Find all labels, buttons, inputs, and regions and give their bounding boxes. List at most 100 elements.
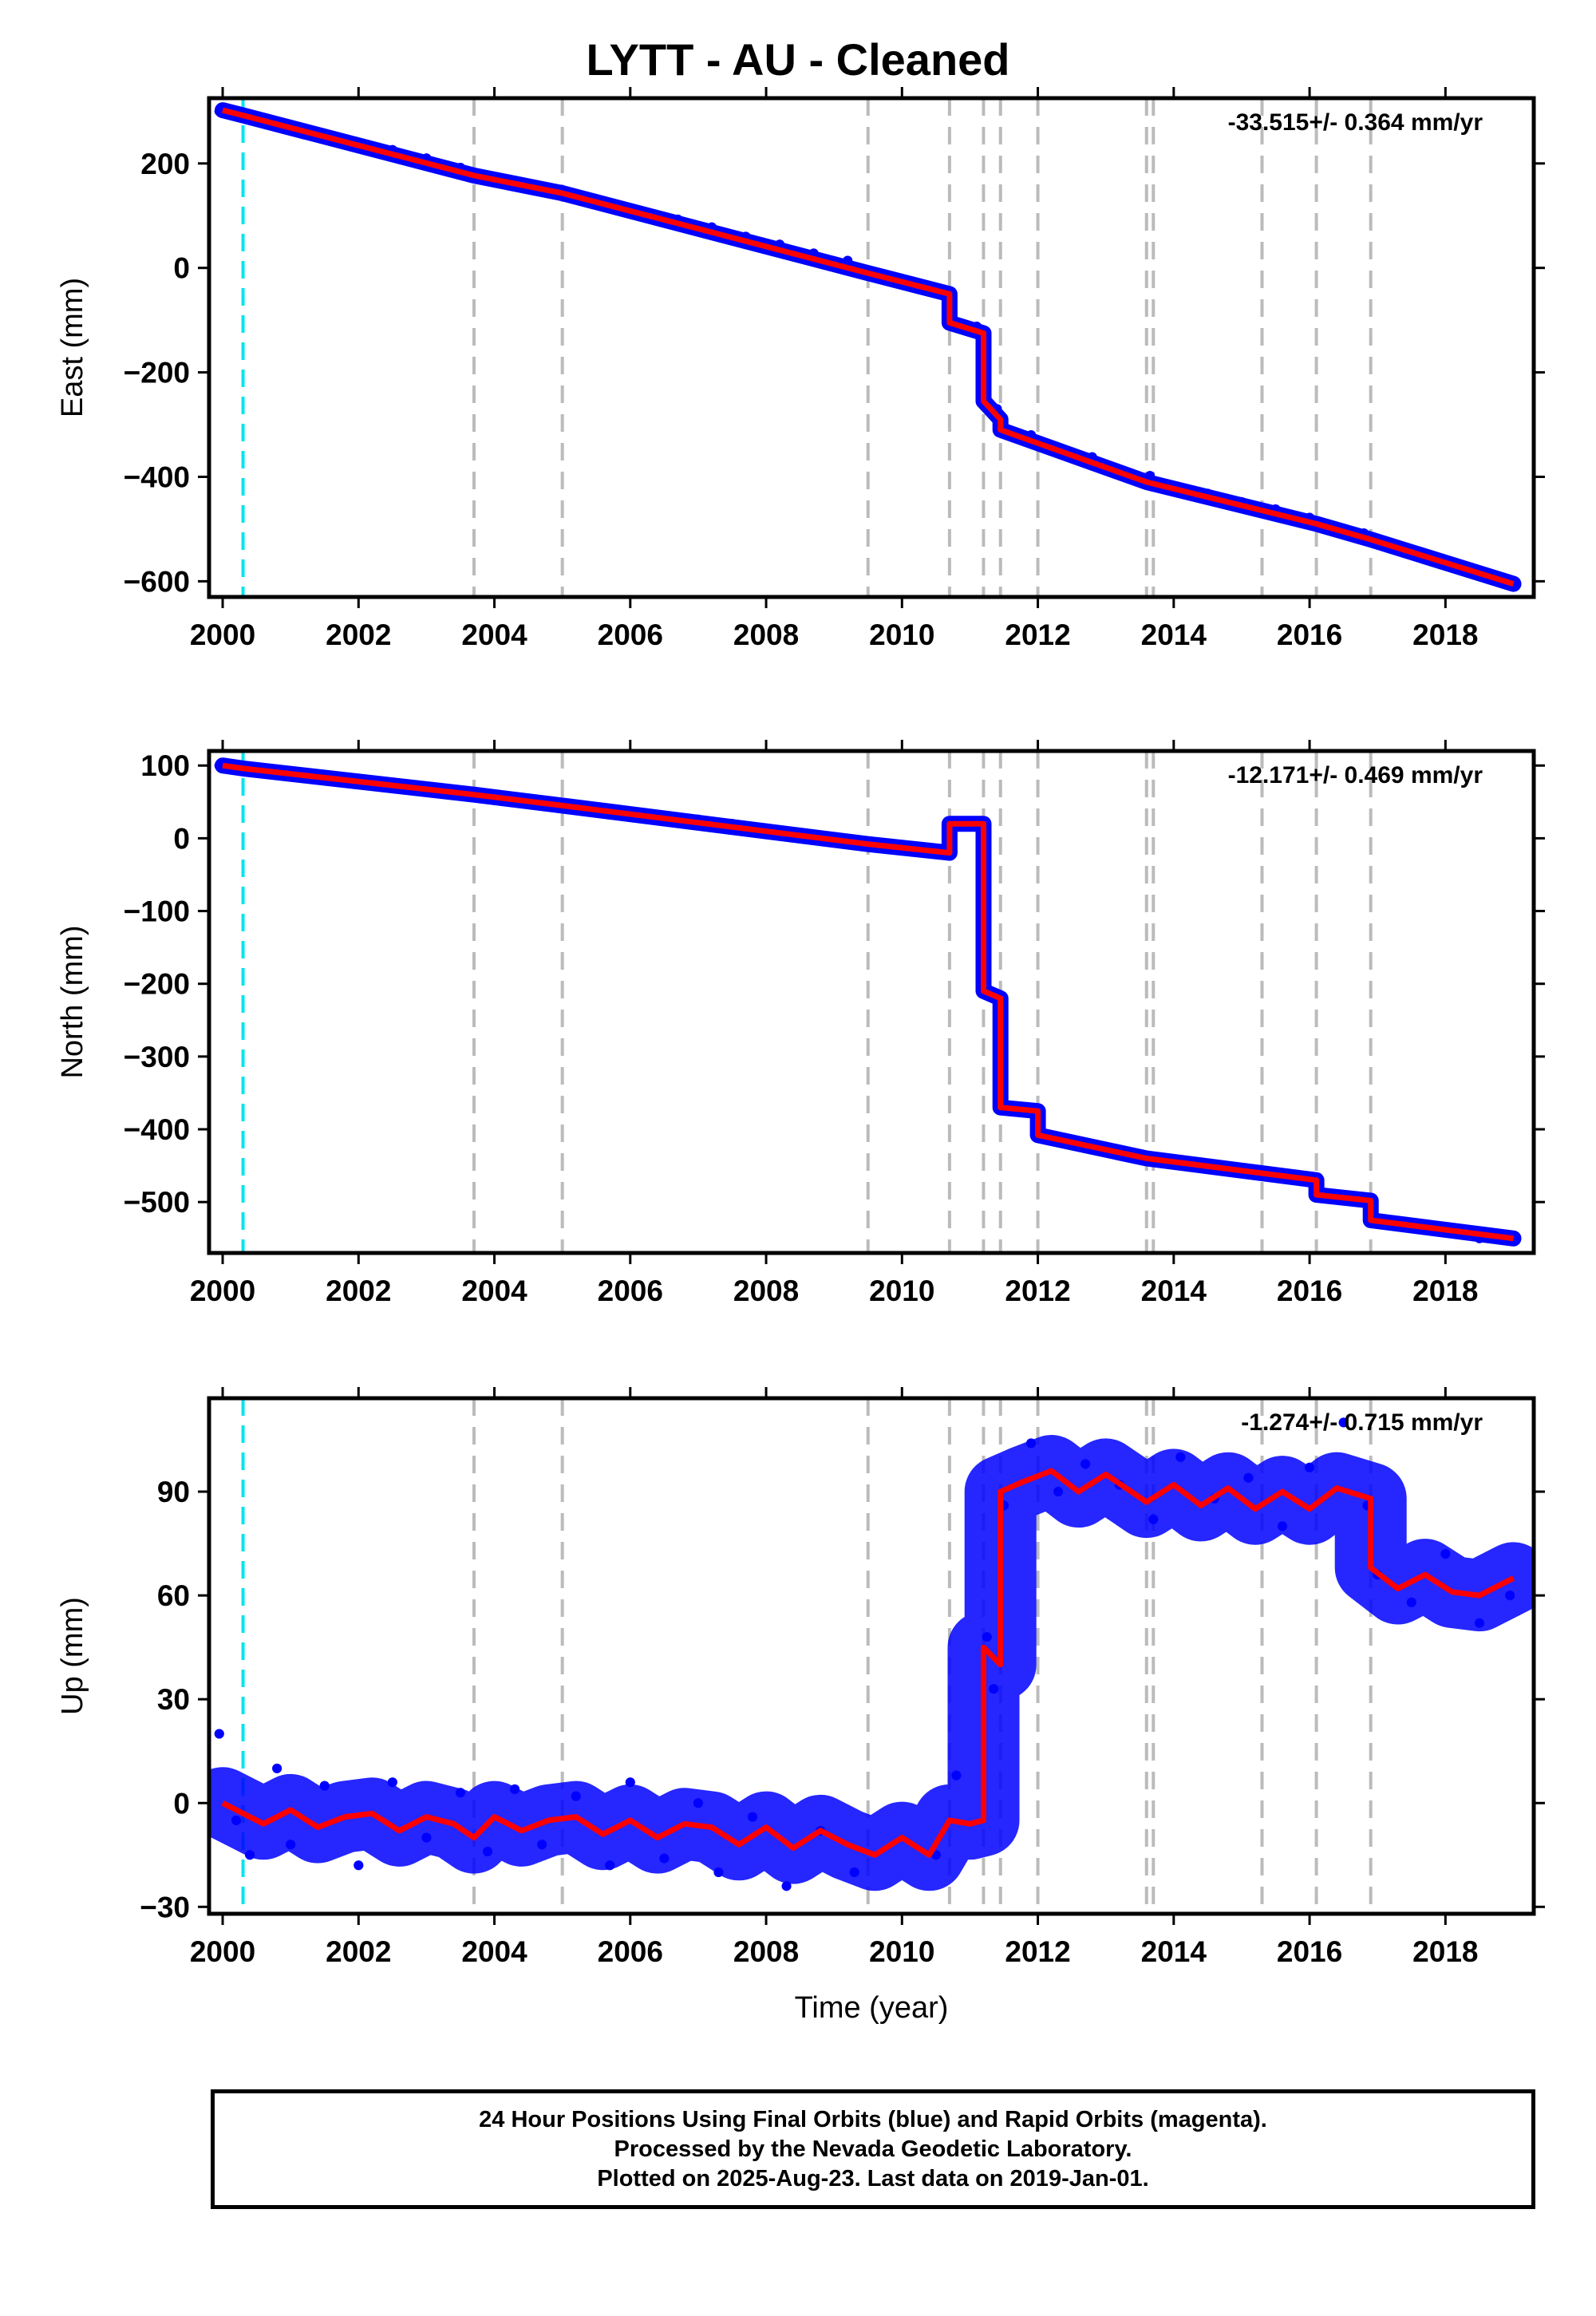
up-observation-dot-11 xyxy=(510,1784,520,1794)
north-x-tick-label-4: 2008 xyxy=(733,1275,799,1307)
up-observation-dot-35 xyxy=(1243,1472,1254,1483)
north-y-tick-label-5: 0 xyxy=(173,822,190,855)
up-x-tick-label-7: 2014 xyxy=(1141,1935,1207,1968)
north-x-tick-label-3: 2006 xyxy=(598,1275,663,1307)
up-observation-dot-13 xyxy=(571,1791,581,1801)
up-x-tick-label-1: 2002 xyxy=(326,1935,391,1968)
up-observation-dot-44 xyxy=(1505,1591,1515,1601)
up-observation-dot-42 xyxy=(1440,1549,1451,1559)
up-observation-dot-17 xyxy=(693,1798,703,1808)
up-x-axis-label: Time (year) xyxy=(795,1991,949,2025)
up-observation-dot-37 xyxy=(1305,1462,1315,1472)
north-y-tick-label-4: −100 xyxy=(124,895,190,928)
up-observation-dot-9 xyxy=(455,1788,465,1798)
east-x-tick-label-6: 2012 xyxy=(1005,619,1070,651)
up-x-tick-label-6: 2012 xyxy=(1005,1935,1070,1968)
up-model-line xyxy=(221,1468,1515,1858)
north-y-axis-label: North (mm) xyxy=(56,925,89,1078)
chart-title: LYTT - AU - Cleaned xyxy=(586,34,1010,85)
east-x-tick-label-7: 2014 xyxy=(1141,619,1207,651)
up-observation-dot-14 xyxy=(605,1860,615,1871)
up-observation-dot-43 xyxy=(1474,1618,1484,1628)
up-x-tick-label-9: 2018 xyxy=(1412,1935,1478,1968)
north-y-tick-label-2: −300 xyxy=(124,1041,190,1073)
up-observation-dot-30 xyxy=(1080,1459,1091,1469)
up-observation-dot-28 xyxy=(1026,1438,1037,1448)
up-observation-dot-6 xyxy=(354,1860,364,1871)
footer-line-plotted: Plotted on 2025-Aug-23. Last data on 201… xyxy=(597,2165,1149,2192)
north-y-axis: −500 −400 −300 −200 −100 0 100 xyxy=(124,749,1545,1219)
east-x-tick-label-4: 2008 xyxy=(733,619,799,651)
up-observation-dot-10 xyxy=(483,1846,493,1856)
north-y-tick-label-0: −500 xyxy=(124,1186,190,1219)
up-observation-dot-1 xyxy=(231,1815,242,1825)
up-x-axis: 2000 2002 2004 2006 2008 2010 2012 2014 2016 2018 xyxy=(190,1387,1478,1968)
up-x-tick-label-2: 2004 xyxy=(461,1935,527,1968)
east-x-tick-label-0: 2000 xyxy=(190,619,255,651)
east-panel: 2000 2002 2004 2006 2008 2010 2012 2014 2016 2018… xyxy=(56,87,1545,651)
up-observation-dot-26 xyxy=(989,1684,999,1694)
up-y-tick-label-4: 90 xyxy=(157,1476,190,1508)
north-panel: 2000 2002 2004 2006 2008 2010 2012 2014 2016 2018… xyxy=(56,740,1545,1307)
north-plot-area xyxy=(214,751,1522,1253)
up-y-tick-label-0: −30 xyxy=(140,1891,190,1923)
north-x-tick-label-6: 2012 xyxy=(1005,1275,1070,1307)
footer-line-orbits: 24 Hour Positions Using Final Orbits (bl… xyxy=(479,2106,1267,2132)
north-x-tick-label-0: 2000 xyxy=(190,1275,255,1307)
east-y-tick-label-4: 200 xyxy=(140,148,190,180)
up-observation-dot-19 xyxy=(748,1812,758,1822)
up-observation-dot-22 xyxy=(849,1867,859,1877)
north-x-axis: 2000 2002 2004 2006 2008 2010 2012 2014 2016 2018 xyxy=(190,740,1478,1307)
up-observation-dot-32 xyxy=(1148,1514,1159,1524)
east-model-line xyxy=(222,107,1515,587)
up-observation-dot-0 xyxy=(214,1729,224,1739)
up-observation-dot-8 xyxy=(421,1832,432,1843)
east-x-tick-label-5: 2010 xyxy=(869,619,934,651)
east-x-tick-label-9: 2018 xyxy=(1412,619,1478,651)
up-plot-frame xyxy=(207,1396,1536,1916)
up-observation-dot-41 xyxy=(1406,1597,1416,1607)
north-observation-dot-0 xyxy=(214,761,224,771)
east-y-tick-label-2: −200 xyxy=(124,357,190,389)
up-y-axis-label: Up (mm) xyxy=(56,1597,89,1715)
footer-line-processed: Processed by the Nevada Geodetic Laborat… xyxy=(614,2136,1132,2162)
north-y-tick-label-1: −400 xyxy=(124,1113,190,1146)
up-observation-dot-5 xyxy=(319,1780,330,1791)
east-x-tick-label-8: 2016 xyxy=(1277,619,1342,651)
up-y-tick-label-2: 30 xyxy=(157,1683,190,1716)
up-observation-dot-7 xyxy=(387,1777,397,1788)
north-x-tick-label-1: 2002 xyxy=(326,1275,391,1307)
up-y-axis: −30 0 30 60 90 xyxy=(140,1476,1545,1923)
up-observation-dot-16 xyxy=(659,1853,670,1863)
east-y-tick-label-1: −400 xyxy=(124,460,190,493)
north-y-tick-label-6: 100 xyxy=(140,749,190,782)
east-plot-area xyxy=(214,98,1522,597)
up-observation-dot-29 xyxy=(1053,1487,1064,1497)
up-observation-dot-36 xyxy=(1278,1521,1288,1531)
up-panel: 2000 2002 2004 2006 2008 2010 2012 2014 2016 2018… xyxy=(56,1387,1545,2025)
up-plot-area xyxy=(209,1398,1534,1914)
up-x-tick-label-0: 2000 xyxy=(190,1935,255,1968)
up-observation-dot-12 xyxy=(537,1840,547,1850)
north-plot-frame xyxy=(207,749,1536,1255)
up-y-tick-label-3: 60 xyxy=(157,1579,190,1612)
north-x-tick-label-8: 2016 xyxy=(1277,1275,1342,1307)
up-rate-label: -1.274+/- 0.715 mm/yr xyxy=(1241,1409,1483,1436)
east-observation-dot-30 xyxy=(1145,471,1156,481)
up-x-tick-label-4: 2008 xyxy=(733,1935,799,1968)
north-x-tick-label-9: 2018 xyxy=(1412,1275,1478,1307)
up-x-tick-label-5: 2010 xyxy=(869,1935,934,1968)
north-model-line xyxy=(222,762,1514,1242)
north-x-tick-label-5: 2010 xyxy=(869,1275,934,1307)
east-plot-frame xyxy=(207,96,1536,599)
east-y-tick-label-0: −600 xyxy=(124,565,190,598)
east-x-tick-label-2: 2004 xyxy=(461,619,527,651)
up-observation-dot-33 xyxy=(1175,1452,1186,1462)
footer-box: 24 Hour Positions Using Final Orbits (bl… xyxy=(211,2089,1535,2209)
east-x-tick-label-1: 2002 xyxy=(326,619,391,651)
up-observation-dot-18 xyxy=(713,1867,724,1877)
east-y-axis: −600 −400 −200 0 200 xyxy=(124,148,1545,598)
north-y-tick-label-3: −200 xyxy=(124,968,190,1001)
up-observation-dot-4 xyxy=(286,1840,296,1850)
east-rate-label: -33.515+/- 0.364 mm/yr xyxy=(1228,109,1483,136)
